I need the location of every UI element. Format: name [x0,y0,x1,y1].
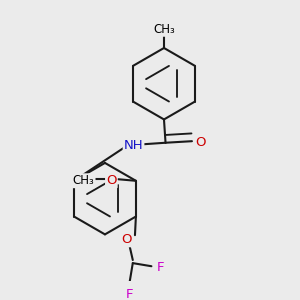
Text: O: O [195,136,206,148]
Text: F: F [126,288,134,300]
Text: NH: NH [124,139,143,152]
Text: CH₃: CH₃ [73,174,94,187]
Text: O: O [106,174,117,187]
Text: CH₃: CH₃ [153,23,175,36]
Text: O: O [121,233,132,246]
Text: F: F [157,261,164,274]
